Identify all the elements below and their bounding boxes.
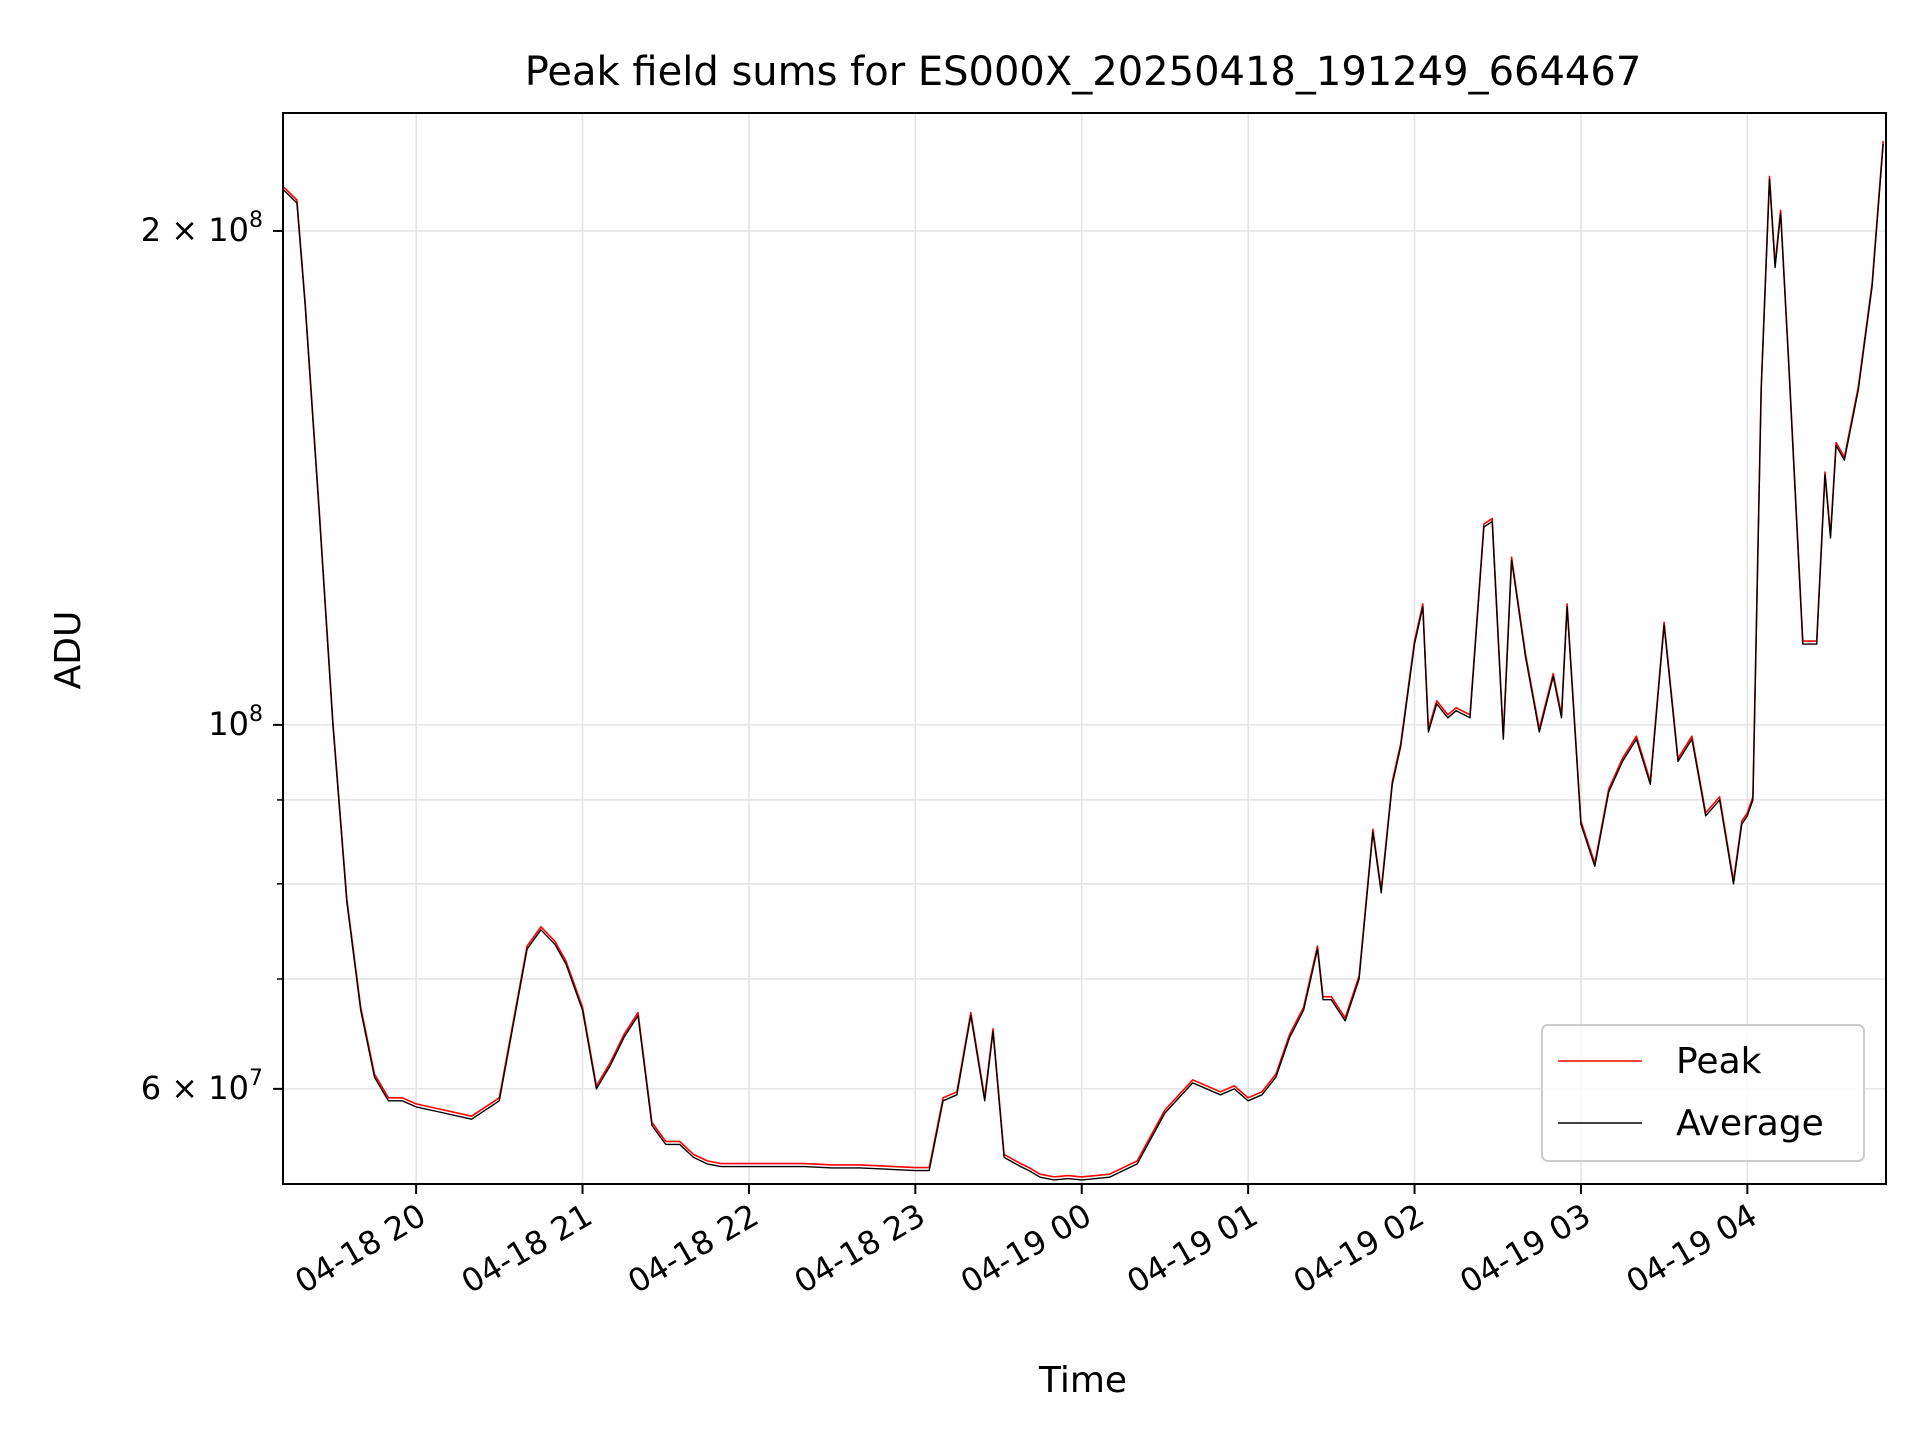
y-tick-label: 108 — [208, 702, 263, 743]
legend-box — [1541, 1024, 1865, 1162]
plot-frame — [282, 112, 1887, 1185]
series-layer — [282, 140, 1884, 1181]
x-axis-label: Time — [1038, 1360, 1127, 1401]
series-line-average — [282, 143, 1884, 1181]
legend: Peak Average — [1541, 1024, 1865, 1162]
y-tick-label: 2 × 108 — [141, 208, 263, 249]
legend-label-peak: Peak — [1676, 1041, 1762, 1082]
y-axis-label: ADU — [48, 611, 89, 690]
legend-label-average: Average — [1676, 1103, 1824, 1144]
y-tick-label: 6 × 107 — [141, 1066, 263, 1107]
y-axis-ticks: 6 × 107 108 2 × 108 — [141, 208, 283, 1107]
chart-title: Peak field sums for ES000X_20250418_1912… — [525, 49, 1642, 95]
